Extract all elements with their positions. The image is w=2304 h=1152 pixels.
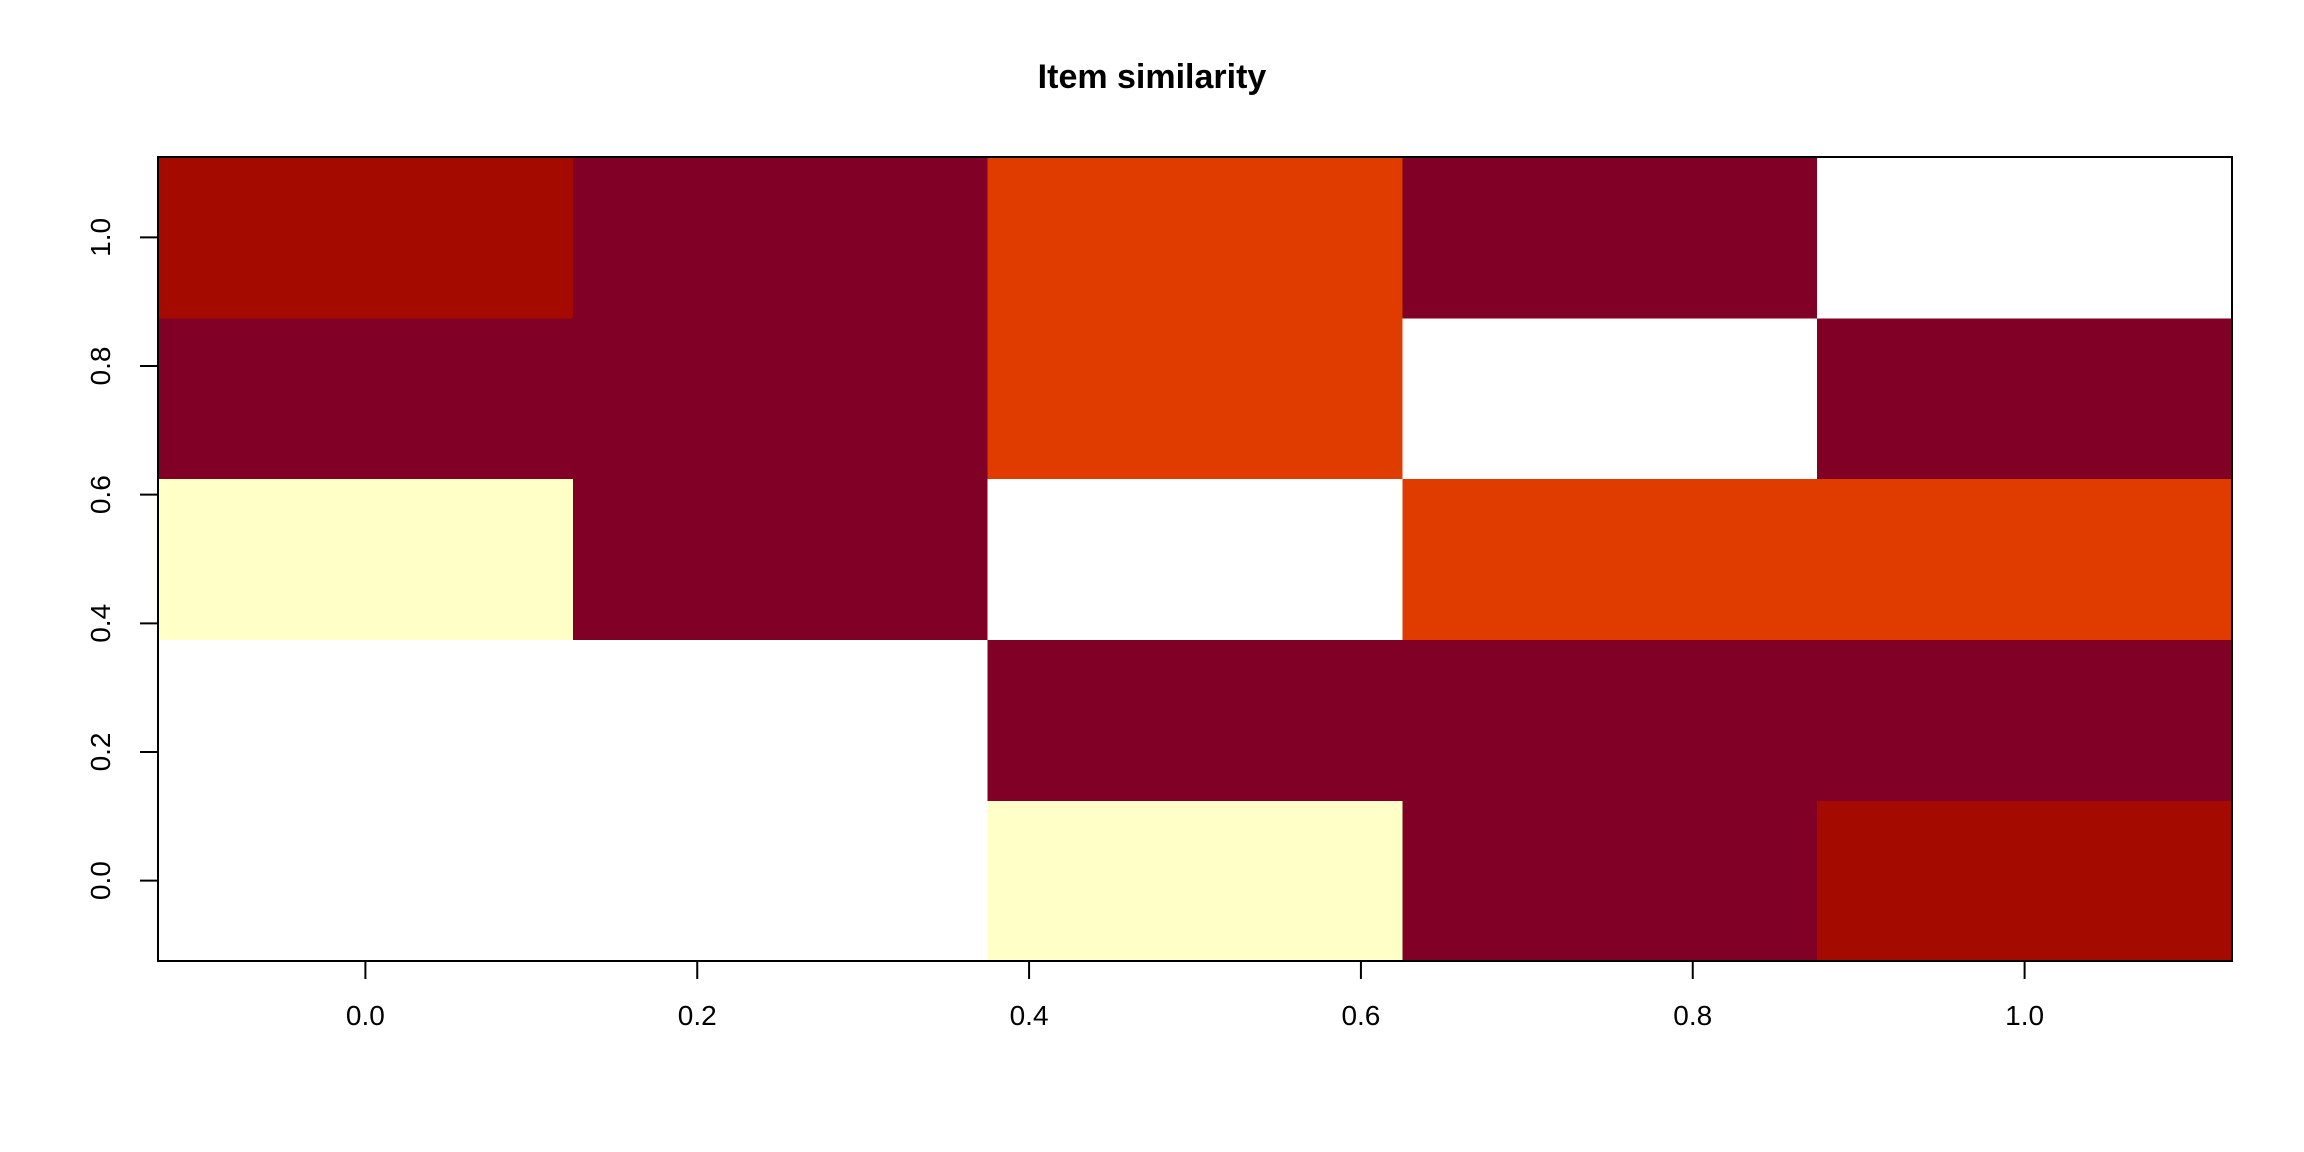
x-tick-label: 0.8: [1673, 1000, 1712, 1031]
heatmap-cell: [572, 639, 989, 801]
y-tick-label: 1.0: [85, 218, 116, 257]
heatmap-cell: [987, 800, 1403, 962]
heatmap-cell: [158, 639, 574, 801]
y-axis: 0.0 0.2 0.4 0.6 0.8 1.0: [85, 218, 159, 900]
heatmap-cell: [158, 800, 574, 962]
heatmap-cell: [1817, 157, 2233, 319]
heatmap-cell: [1402, 478, 1818, 640]
heatmap-cell: [1817, 639, 2233, 801]
x-tick-label: 0.4: [1010, 1000, 1049, 1031]
heatmap-cell: [572, 317, 989, 480]
y-tick-label: 0.2: [85, 732, 116, 771]
x-tick-label: 1.0: [2005, 1000, 2044, 1031]
x-tick-label: 0.0: [346, 1000, 385, 1031]
chart-title: Item similarity: [1037, 58, 1267, 96]
heatmap-cell: [158, 317, 574, 480]
y-tick-label: 0.0: [85, 861, 116, 900]
heatmap-cell: [1817, 800, 2233, 962]
heatmap-cell: [158, 157, 574, 319]
y-tick-label: 0.8: [85, 347, 116, 386]
heatmap-cell: [987, 478, 1403, 640]
heatmap-cell: [572, 478, 989, 640]
heatmap-cell: [572, 157, 989, 319]
heatmap-cell: [987, 157, 1403, 319]
heatmap-cell: [987, 639, 1403, 801]
heatmap-cells: [158, 157, 2233, 962]
heatmap-cell: [1402, 157, 1818, 319]
heatmap-cell: [158, 478, 574, 640]
heatmap-cell: [1817, 478, 2233, 640]
x-tick-label: 0.2: [678, 1000, 717, 1031]
heatmap-cell: [987, 317, 1403, 480]
x-tick-label: 0.6: [1341, 1000, 1380, 1031]
heatmap-cell: [1402, 800, 1818, 962]
heatmap-cell: [572, 800, 989, 962]
y-tick-label: 0.6: [85, 475, 116, 514]
heatmap-cell: [1817, 317, 2233, 480]
heatmap-cell: [1402, 317, 1818, 480]
heatmap-cell: [1402, 639, 1818, 801]
y-tick-label: 0.4: [85, 604, 116, 643]
x-axis: 0.0 0.2 0.4 0.6 0.8 1.0: [346, 960, 2044, 1031]
